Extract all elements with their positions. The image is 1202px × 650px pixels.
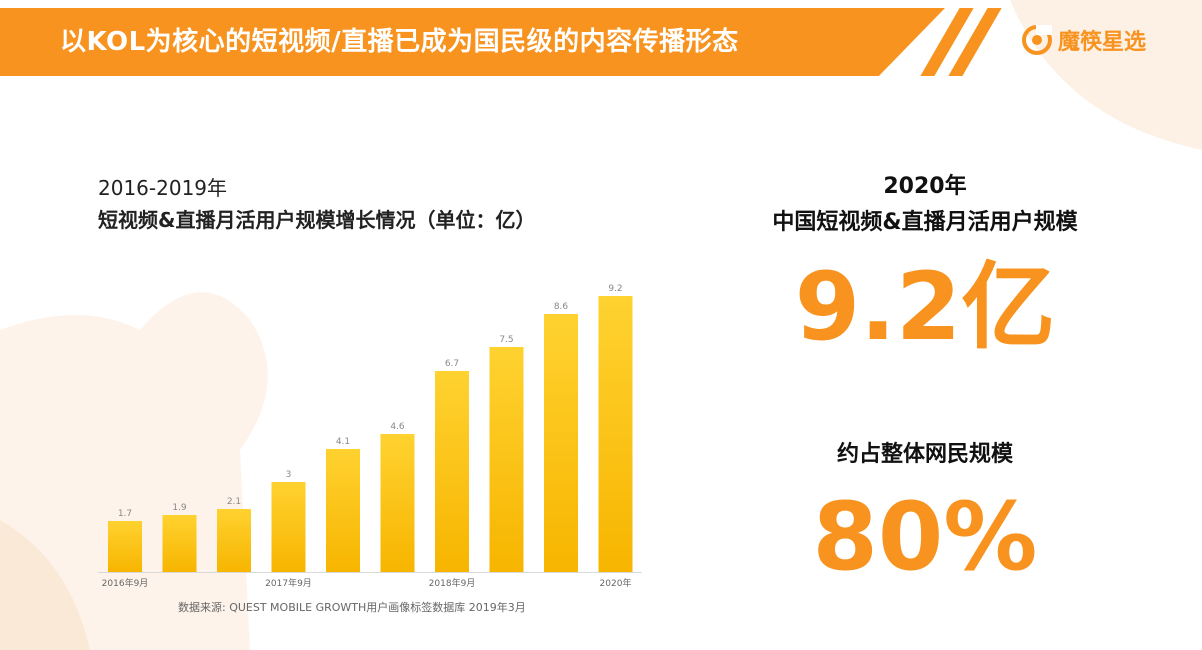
bar-value-label: 4.1	[336, 437, 350, 447]
stat-users-value: 9.2亿	[794, 253, 1056, 362]
bar-6	[380, 434, 415, 572]
stat-share-value: 80%	[812, 483, 1038, 592]
brand-name: 魔筷星选	[1058, 30, 1147, 55]
x-tick-label: 2018年9月	[429, 577, 476, 589]
bar-chart: 1.7 2016年9月 1.9 2.1 3 2017年9月 4.1 4.6 6.7 2018年9月…	[98, 284, 642, 589]
stat-share-label: 约占整体网民规模	[836, 442, 1013, 467]
bar-7	[435, 371, 469, 572]
bar-5	[326, 449, 360, 572]
bar-4	[271, 482, 306, 572]
bar-value-label: 7.5	[499, 335, 513, 345]
page-title: 以KOL为核心的短视频/直播已成为国民级的内容传播形态	[60, 27, 739, 57]
bar-3	[217, 509, 251, 572]
brand-icon	[1022, 25, 1052, 55]
x-tick-label: 2020年	[600, 577, 632, 589]
bar-8	[489, 347, 524, 572]
chart-title: 短视频&直播月活用户规模增长情况（单位：亿）	[98, 208, 536, 232]
bar-value-label: 2.1	[227, 497, 241, 507]
x-tick-label: 2016年9月	[102, 577, 149, 589]
brand-logo-group: 魔筷星选	[1022, 24, 1146, 56]
bar-2	[162, 515, 197, 572]
bar-value-label: 6.7	[445, 359, 459, 369]
bar-10	[598, 296, 633, 572]
header-bar	[0, 8, 945, 76]
chart-period: 2016-2019年	[98, 176, 228, 200]
x-tick-label: 2017年9月	[265, 577, 312, 589]
bar-value-label: 1.7	[118, 509, 132, 519]
stat-year: 2020年	[883, 174, 967, 199]
bar-value-label: 1.9	[172, 503, 187, 513]
stat-description: 中国短视频&直播月活用户规模	[772, 210, 1078, 235]
bar-1	[108, 521, 142, 572]
bar-value-label: 4.6	[390, 422, 405, 432]
bar-9	[544, 314, 578, 572]
bar-value-label: 8.6	[554, 302, 569, 312]
data-source-note: 数据来源: QUEST MOBILE GROWTH用户画像标签数据库 2019年…	[178, 601, 526, 614]
bar-value-label: 3	[286, 470, 292, 480]
bar-value-label: 9.2	[608, 284, 622, 294]
